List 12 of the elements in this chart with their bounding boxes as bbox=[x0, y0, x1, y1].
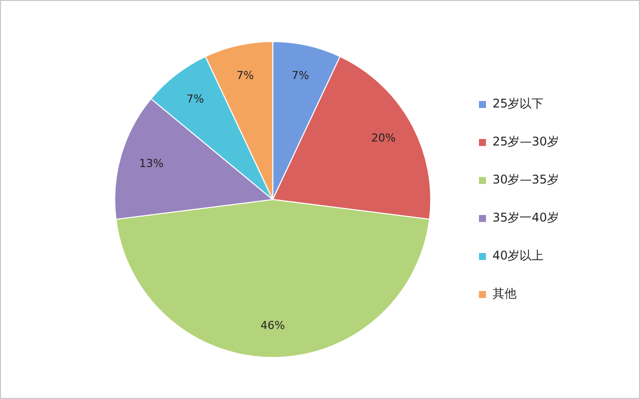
legend-label: 35岁一40岁 bbox=[492, 210, 560, 225]
legend-label: 30岁—35岁 bbox=[492, 172, 560, 187]
data-label: 7% bbox=[236, 69, 254, 82]
legend-label: 25岁以下 bbox=[492, 96, 544, 111]
data-label: 46% bbox=[260, 318, 285, 332]
legend-label: 其他 bbox=[492, 286, 516, 301]
data-label: 20% bbox=[371, 131, 396, 144]
data-label: 13% bbox=[139, 157, 164, 170]
legend-label: 40岁以上 bbox=[492, 248, 544, 263]
data-label: 7% bbox=[186, 92, 204, 106]
legend-label: 25岁—30岁 bbox=[492, 134, 560, 149]
data-label: 7% bbox=[292, 69, 310, 82]
